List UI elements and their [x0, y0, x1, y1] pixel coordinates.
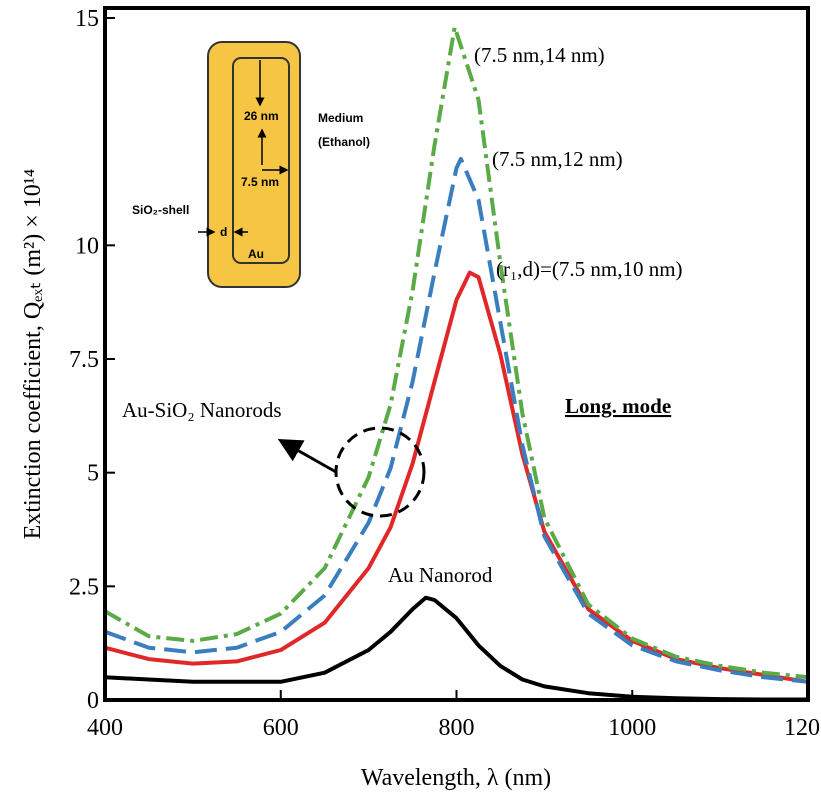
y-axis-label: Extinction coefficient, Qₑₓₜ (m²) × 10¹⁴: [20, 169, 46, 540]
annotation: Au-SiO₂ Nanorods: [122, 398, 282, 422]
x-axis-label: Wavelength, λ (nm): [361, 765, 551, 791]
y-tick-label: 7.5: [69, 347, 99, 373]
y-tick-label: 2.5: [69, 574, 99, 600]
annotation: Au Nanorod: [388, 563, 493, 587]
series-line: [104, 595, 808, 702]
series-line: [104, 156, 809, 684]
annotation: (7.5 nm,12 nm): [492, 147, 623, 171]
annotation: Long. mode: [565, 394, 671, 418]
x-tick-label: 400: [87, 715, 123, 741]
inset-label: SiO₂-shell: [132, 203, 189, 217]
arrow: [277, 439, 337, 474]
y-tick-label: 15: [75, 6, 99, 32]
inset-label: (Ethanol): [318, 135, 370, 149]
inset-label: 26 nm: [244, 109, 279, 123]
y-tick-label: 0: [87, 688, 99, 714]
series-line: [104, 270, 809, 684]
inset-label: Au: [248, 247, 264, 261]
core: [232, 57, 290, 264]
annotation: (r₁,d)=(7.5 nm,10 nm): [496, 257, 683, 281]
inset-label: d: [220, 225, 227, 239]
inset: 26 nm 7.5 nm Medium (Ethanol) SiO₂-shell…: [132, 41, 370, 288]
x-tick-label: 800: [439, 715, 475, 741]
y-tick-label: 5: [87, 461, 99, 487]
x-tick-label: 600: [263, 715, 299, 741]
inset-label: Medium: [318, 111, 363, 125]
frame: [103, 6, 810, 702]
annotation: (7.5 nm,14 nm): [474, 43, 605, 67]
x-tick-label: 1000: [608, 715, 656, 741]
inset-label: 7.5 nm: [241, 175, 279, 189]
y-tick-label: 10: [75, 233, 99, 259]
